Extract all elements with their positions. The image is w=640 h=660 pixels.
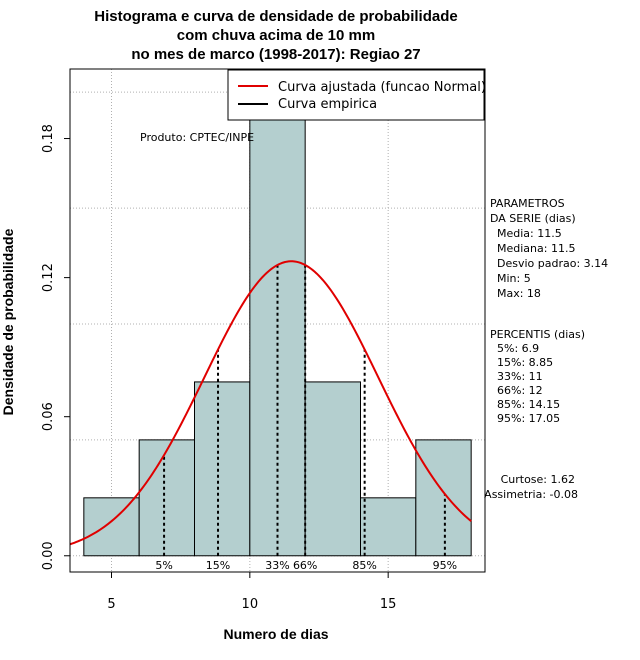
parameters-line: Mediana: 11.5 (490, 242, 575, 255)
x-tick-label: 10 (242, 597, 259, 612)
percentiles-line: 95%: 17.05 (490, 412, 560, 425)
percentiles-line: PERCENTIS (dias) (490, 328, 585, 341)
percentile-label: 85% (352, 559, 376, 572)
y-axis: 0.00 0.06 0.12 0.18 (41, 124, 70, 570)
parameters-line: PARAMETROS (490, 197, 565, 210)
percentile-lines (163, 264, 446, 556)
y-axis-label: Densidade de probabilidade (0, 228, 16, 415)
histogram-bar (249, 91, 306, 557)
x-axis-label: Numero de dias (223, 626, 328, 642)
parameters-line: DA SERIE (dias) (490, 212, 576, 225)
histogram-bar (83, 497, 140, 557)
histogram-bar (304, 381, 361, 557)
histogram-bar (415, 439, 472, 557)
percentiles-line: 15%: 8.85 (490, 356, 553, 369)
y-tick-label: 0.06 (41, 402, 56, 431)
chart-title-line-2: com chuva acima de 10 mm (177, 27, 375, 44)
x-tick-label: 15 (380, 597, 397, 612)
histogram-bar (138, 439, 196, 557)
skewness-line: Assimetria: -0.08 (484, 488, 578, 501)
percentile-label: 5% (155, 559, 172, 572)
kurtosis-line: Curtose: 1.62 (501, 473, 575, 486)
legend-label-empirical: Curva empirica (278, 97, 377, 112)
legend-label-normal: Curva ajustada (funcao Normal) (278, 80, 486, 95)
percentile-label: 95% (433, 559, 457, 572)
shape-stats-panel: Curtose: 1.62 Assimetria: -0.08 (484, 473, 578, 501)
percentile-label: 66% (293, 559, 317, 572)
plot-frame (69, 68, 486, 573)
product-annotation: Produto: CPTEC/INPE (140, 131, 254, 144)
histogram-bar (360, 497, 417, 557)
legend: Curva ajustada (funcao Normal) Curva emp… (227, 69, 486, 121)
percentiles-line: 5%: 6.9 (490, 342, 539, 355)
normal-fit-curve (69, 260, 472, 546)
histogram-bars (83, 91, 472, 557)
percentile-label: 33% (265, 559, 289, 572)
percentiles-line: 33%: 11 (490, 370, 543, 383)
x-tick-label: 5 (107, 597, 115, 612)
parameters-line: Max: 18 (490, 287, 541, 300)
percentiles-line: 66%: 12 (490, 384, 543, 397)
percentile-label: 15% (206, 559, 230, 572)
histogram-bar (194, 381, 251, 557)
y-tick-label: 0.00 (41, 541, 56, 570)
percentile-labels: 5% 15% 33% 66% 85% 95% (155, 559, 457, 572)
x-axis: 5 10 15 (107, 572, 396, 612)
chart-title-line-3: no mes de marco (1998-2017): Regiao 27 (131, 46, 420, 63)
percentiles-panel: PERCENTIS (dias) 5%: 6.9 15%: 8.85 33%: … (490, 328, 585, 425)
parameters-line: Media: 11.5 (490, 227, 562, 240)
parameters-line: Min: 5 (490, 272, 531, 285)
percentiles-line: 85%: 14.15 (490, 398, 560, 411)
chart-title-line-1: Histograma e curva de densidade de proba… (94, 8, 457, 25)
y-tick-label: 0.18 (41, 124, 56, 153)
parameters-panel: PARAMETROS DA SERIE (dias) Media: 11.5 Me… (490, 197, 608, 300)
y-tick-label: 0.12 (41, 263, 56, 292)
legend-box (227, 69, 485, 121)
parameters-line: Desvio padrao: 3.14 (490, 257, 608, 270)
